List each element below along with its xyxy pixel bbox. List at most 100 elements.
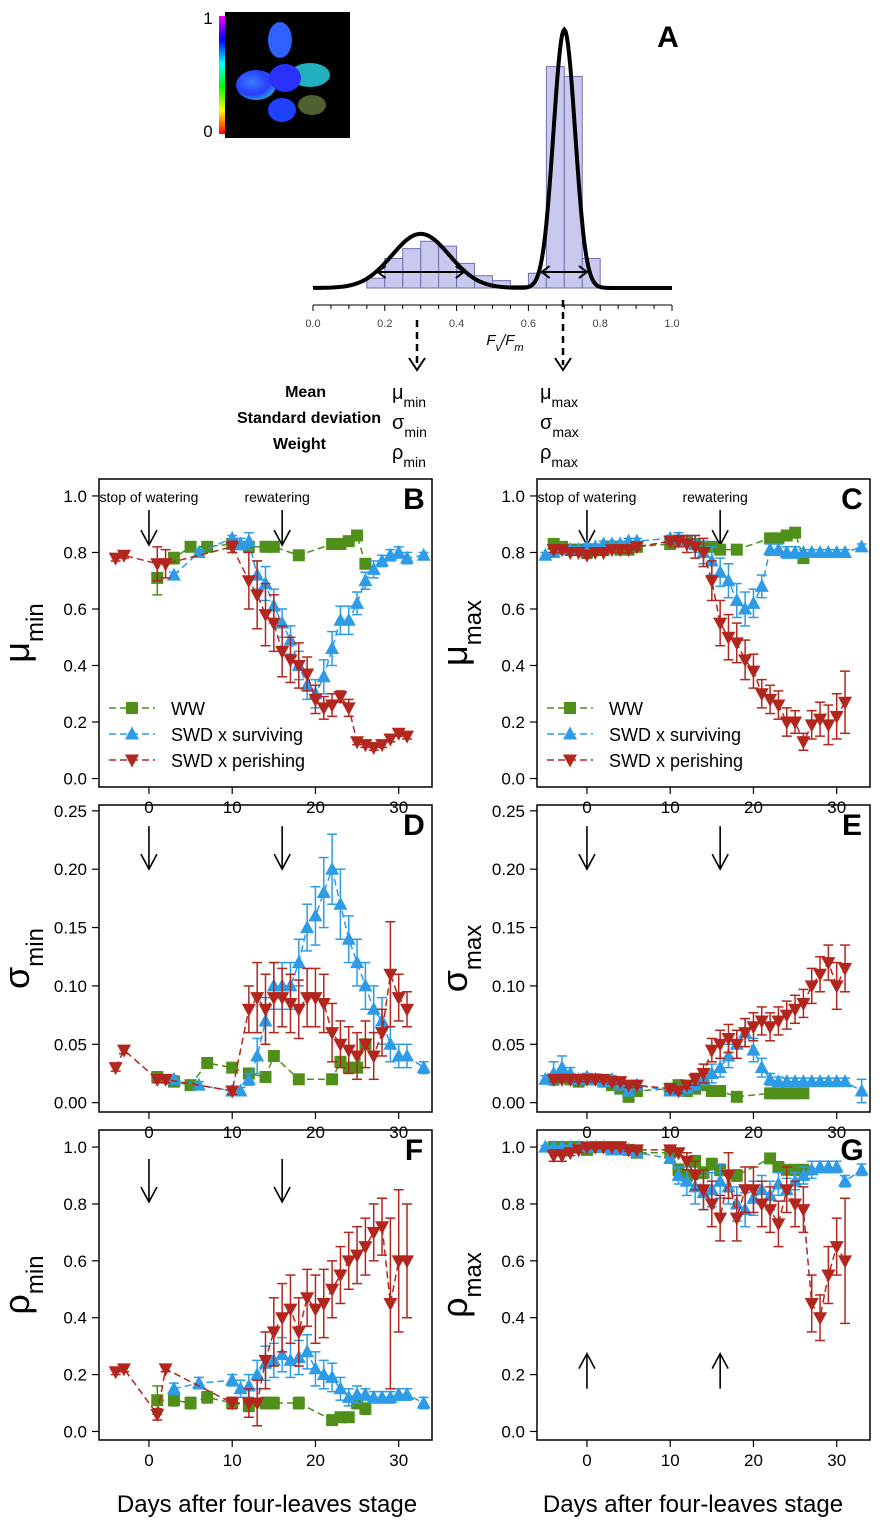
stop-watering-arrow: stop of watering [538, 489, 636, 547]
marker-triangle-down [358, 1038, 373, 1052]
rewatering-arrow [711, 1351, 729, 1389]
histogram-tick-label: 0.0 [305, 318, 320, 330]
marker-triangle-down [688, 541, 703, 555]
marker-triangle-down [341, 702, 356, 716]
marker-triangle-down [266, 1326, 281, 1340]
marker-triangle-down [788, 1003, 803, 1017]
x-tick-label: 20 [744, 798, 763, 817]
arrow-label: rewatering [682, 489, 747, 505]
y-axis-label-subscript: min [22, 1255, 49, 1294]
marker-triangle-down [358, 1241, 373, 1255]
marker-triangle-down [754, 688, 769, 702]
histogram-tick-label: 0.8 [593, 318, 608, 330]
marker-triangle-up [341, 931, 356, 945]
histogram [312, 26, 672, 290]
marker-square [730, 1090, 743, 1103]
marker-triangle-up [358, 1386, 373, 1400]
arrow-head [273, 1186, 291, 1204]
panel-letter: E [842, 809, 862, 842]
marker-triangle-up [325, 1369, 340, 1383]
arrow-head [273, 853, 291, 871]
marker-triangle-down [746, 665, 761, 679]
y-tick-label: 0.8 [501, 543, 525, 562]
rewatering-arrow [273, 1158, 291, 1204]
min-parameters: μmin σmin ρmin [392, 382, 427, 470]
legend: WW SWD x surviving SWD x perishing [547, 699, 743, 771]
marker-triangle-down [771, 1015, 786, 1029]
marker-triangle-up [241, 1071, 256, 1085]
y-axis-label-symbol: ρ [0, 1294, 37, 1314]
series-triangle-down [546, 944, 853, 1099]
marker-square [564, 702, 576, 714]
y-axis-label: ρmin [0, 1255, 49, 1314]
marker-triangle-up [713, 1173, 728, 1187]
marker-triangle-down [241, 575, 256, 589]
series-triangle-down [108, 1188, 415, 1427]
marker-triangle-up [838, 1074, 853, 1088]
marker-triangle-down [813, 968, 828, 982]
panel-letter: G [840, 1134, 863, 1167]
marker-triangle-up [416, 1395, 431, 1409]
marker-triangle-down [316, 997, 331, 1011]
marker-triangle-down [383, 1297, 398, 1311]
marker-triangle-down [838, 962, 853, 976]
marker-triangle-down [763, 1204, 778, 1218]
marker-triangle-up [308, 908, 323, 922]
marker-triangle-down [283, 654, 298, 668]
y-tick-label: 0.00 [492, 1094, 525, 1113]
marker-triangle-down [350, 1050, 365, 1064]
marker-triangle-down [225, 1397, 240, 1411]
panel-letter: B [403, 483, 425, 516]
max-arrow-head [554, 357, 572, 372]
y-tick-label: 0.25 [54, 802, 87, 821]
mean-label: Mean [285, 384, 326, 401]
marker-triangle-up [333, 896, 348, 910]
marker-triangle-down [829, 710, 844, 724]
marker-triangle-down [341, 1044, 356, 1058]
y-tick-label: 0.2 [63, 713, 87, 732]
marker-triangle-down [275, 992, 290, 1006]
marker-triangle-down [125, 754, 139, 768]
stop-watering-arrow [578, 1351, 596, 1389]
y-tick-label: 0.4 [501, 656, 525, 675]
marker-triangle-down [225, 1085, 240, 1099]
plot-frame [98, 478, 433, 788]
marker-triangle-down [116, 1044, 131, 1058]
x-tick-label: 20 [744, 1451, 763, 1470]
rewatering-arrow: rewatering [244, 489, 310, 547]
marker-triangle-down [813, 713, 828, 727]
y-tick-label: 1.0 [63, 1138, 87, 1157]
arrow-head [140, 853, 158, 871]
arrow-head [578, 1351, 596, 1370]
marker-triangle-down [704, 1198, 719, 1212]
y-tick-label: 0.6 [63, 600, 87, 619]
mu-max: μmax [540, 382, 578, 410]
marker-triangle-down [696, 1067, 711, 1081]
marker-triangle-down [400, 730, 415, 744]
marker-triangle-up [316, 1367, 331, 1381]
x-tick-label: 20 [306, 1451, 325, 1470]
marker-triangle-up [854, 1083, 869, 1097]
marker-triangle-down [158, 1073, 173, 1087]
marker-triangle-up [316, 885, 331, 899]
marker-triangle-down [283, 997, 298, 1011]
marker-triangle-up [225, 1372, 240, 1386]
marker-triangle-down [333, 1038, 348, 1052]
legend-label: SWD x perishing [171, 751, 305, 771]
marker-square [359, 1402, 372, 1415]
marker-triangle-up [729, 593, 744, 607]
y-tick-label: 1.0 [63, 487, 87, 506]
marker-triangle-down [341, 1255, 356, 1269]
series-layer [108, 529, 431, 755]
marker-triangle-down [629, 1079, 644, 1093]
marker-triangle-up [325, 861, 340, 875]
marker-triangle-down [613, 1076, 628, 1090]
legend-label: WW [171, 699, 205, 719]
marker-triangle-down [333, 1269, 348, 1283]
series-triangle-down [108, 540, 415, 755]
marker-triangle-down [250, 992, 265, 1006]
marker-square [267, 1397, 280, 1410]
marker-square [789, 526, 802, 539]
y-tick-label: 0.6 [501, 1252, 525, 1271]
marker-triangle-down [325, 1027, 340, 1041]
